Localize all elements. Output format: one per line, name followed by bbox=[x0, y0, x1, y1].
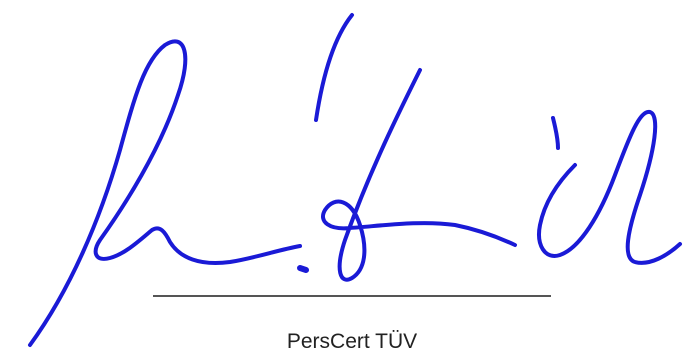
signature-stroke-first-letter bbox=[28, 39, 302, 347]
signature-stroke-tick bbox=[314, 13, 354, 122]
signature-caption: PersCert TÜV bbox=[286, 330, 418, 352]
signature-line bbox=[153, 295, 551, 297]
signature-stroke-dot bbox=[297, 265, 309, 273]
signature-stroke-last-letters bbox=[537, 110, 682, 265]
signature-stroke-middle-letter bbox=[321, 68, 517, 282]
signature-stroke-i-dot bbox=[551, 116, 560, 150]
